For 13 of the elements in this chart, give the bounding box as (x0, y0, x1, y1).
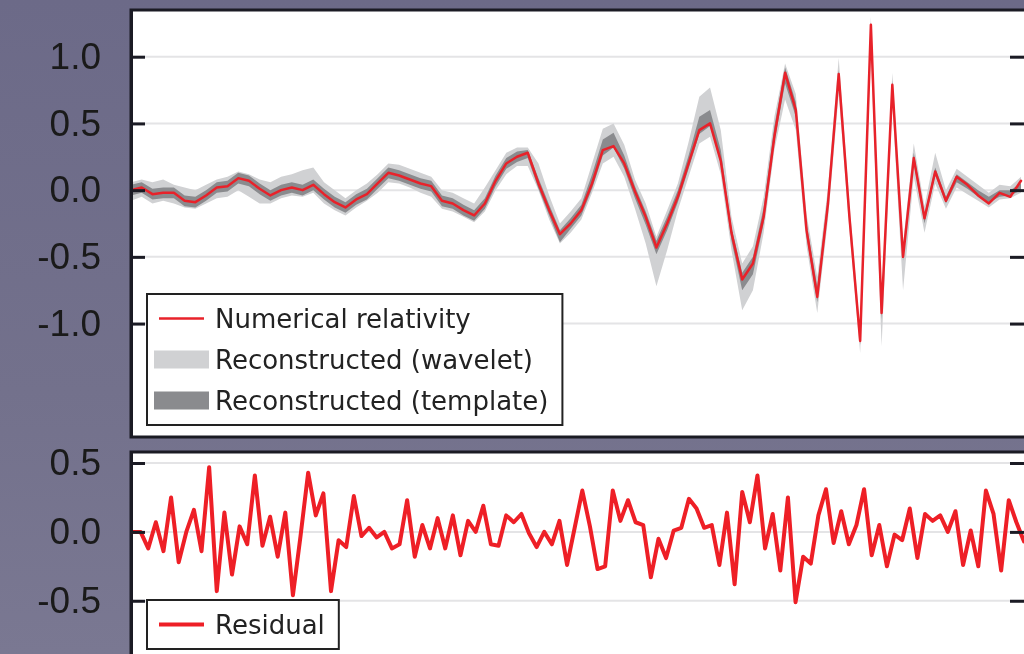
y-tick-label: 0.5 (49, 442, 101, 484)
legend-label: Residual (215, 609, 325, 640)
line-series (131, 465, 1024, 605)
y-tick-label: 1.0 (49, 36, 101, 78)
y-tick-label: 0.0 (49, 511, 101, 553)
y-tick-label: -1.0 (37, 302, 101, 344)
legend-label: Reconstructed (wavelet) (215, 344, 534, 375)
legend-label: Numerical relativity (215, 303, 471, 334)
y-tick-label: -0.5 (37, 580, 101, 622)
legend-label: Reconstructed (template) (215, 385, 549, 416)
y-tick-label: 0.5 (49, 102, 101, 144)
y-tick-label: 0.0 (49, 169, 101, 211)
y-tick-label: -0.5 (37, 236, 101, 278)
